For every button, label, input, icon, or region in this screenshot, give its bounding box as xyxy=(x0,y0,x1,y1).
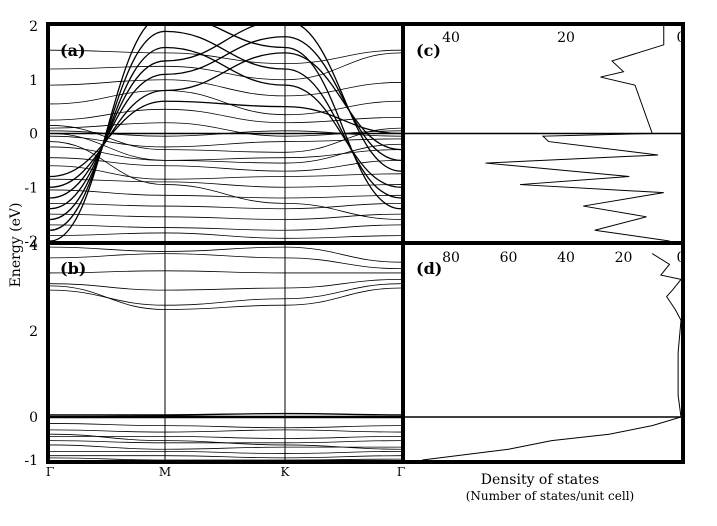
dos-x-tick-label: 20 xyxy=(615,250,633,266)
band-curve xyxy=(50,253,401,270)
band-curve xyxy=(50,455,401,459)
y-axis-label: Energy (eV) xyxy=(8,203,24,288)
dos-curve xyxy=(422,253,681,460)
panel-d-dos xyxy=(405,253,681,460)
dos-x-tick-label: 80 xyxy=(442,250,460,266)
band-curve xyxy=(50,283,401,306)
band-curve xyxy=(50,429,401,433)
band-curve xyxy=(50,433,401,450)
band-curve xyxy=(50,202,401,210)
band-curve xyxy=(50,49,401,65)
k-point-label: Γ xyxy=(397,465,405,479)
x-axis-sublabel: (Number of states/unit cell) xyxy=(466,489,634,503)
panel-b-frame xyxy=(46,241,405,464)
band-curve xyxy=(50,135,401,148)
band-curve xyxy=(50,213,401,220)
y-tick-label: -2 xyxy=(24,234,38,250)
band-curve xyxy=(50,232,401,239)
band-curve xyxy=(50,133,401,164)
panel-d-frame xyxy=(401,241,685,464)
k-point-label: M xyxy=(159,465,171,479)
panel-a-label: (a) xyxy=(60,41,86,60)
dos-x-tick-label: 0 xyxy=(677,30,686,46)
band-curve xyxy=(50,457,401,460)
dos-x-tick-label: 0 xyxy=(677,250,686,266)
dos-curve xyxy=(485,26,670,241)
band-curve xyxy=(50,100,401,178)
k-point-label: K xyxy=(281,465,291,479)
y-tick-label: 4 xyxy=(29,238,38,254)
y-tick-label: 0 xyxy=(29,410,38,426)
y-tick-label: 1 xyxy=(29,73,38,89)
k-point-label: Γ xyxy=(46,465,54,479)
panel-c-dos xyxy=(405,26,681,241)
y-tick-label: 2 xyxy=(29,324,38,340)
y-tick-label: -1 xyxy=(24,180,38,196)
band-curve xyxy=(50,246,401,263)
band-curve xyxy=(50,279,401,291)
panel-c-label: (c) xyxy=(416,41,441,60)
band-curve xyxy=(50,435,401,439)
band-curve xyxy=(50,270,401,274)
dos-x-tick-label: 60 xyxy=(500,250,518,266)
band-curve xyxy=(50,450,401,454)
band-curve xyxy=(50,189,401,199)
band-curve xyxy=(50,423,401,429)
panel-a-bands xyxy=(50,26,401,241)
band-curve xyxy=(50,108,401,124)
band-curve xyxy=(50,141,401,220)
dos-x-tick-label: 20 xyxy=(557,30,575,46)
band-curve xyxy=(50,90,401,116)
panel-b-bands xyxy=(50,245,401,460)
panel-b-label: (b) xyxy=(60,259,86,278)
band-curve xyxy=(50,30,401,231)
y-tick-label: 2 xyxy=(29,19,38,35)
band-curve xyxy=(50,36,401,199)
band-curve xyxy=(50,412,401,416)
x-axis-label: Density of states xyxy=(481,472,600,488)
band-curve xyxy=(50,157,401,172)
band-curve xyxy=(50,224,401,231)
band-curve xyxy=(50,146,401,161)
band-curve xyxy=(50,52,401,81)
band-curve xyxy=(50,178,401,188)
band-curve xyxy=(50,285,401,310)
dos-x-tick-label: 40 xyxy=(442,30,460,46)
panel-d-label: (d) xyxy=(416,259,442,278)
y-tick-label: 0 xyxy=(29,127,38,143)
band-curve xyxy=(50,125,401,153)
dos-x-tick-label: 40 xyxy=(557,250,575,266)
y-tick-label: -1 xyxy=(24,453,38,469)
band-curve xyxy=(50,79,401,97)
band-curve xyxy=(50,165,401,180)
